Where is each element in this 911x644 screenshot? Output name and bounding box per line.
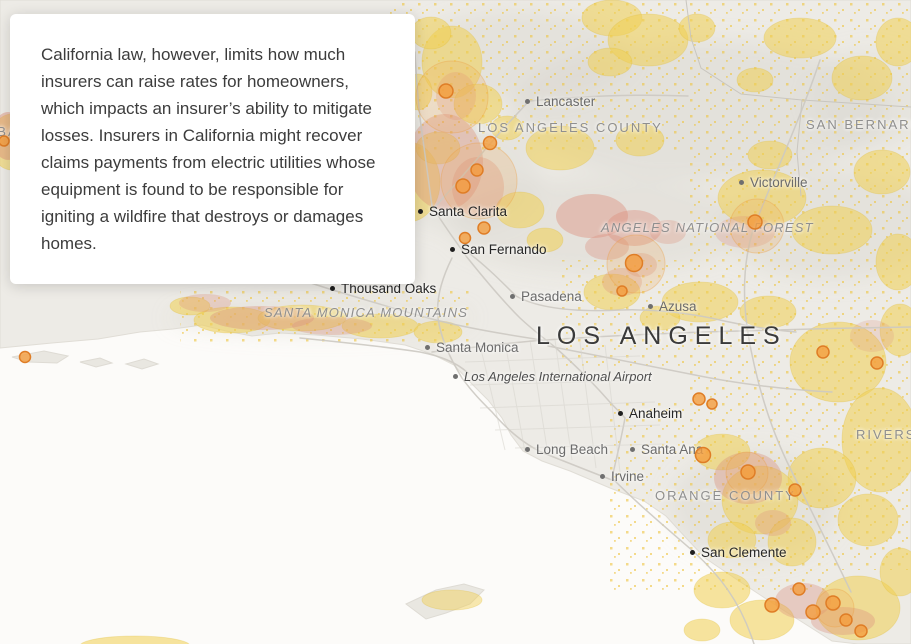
fire-incident-marker [458, 231, 472, 245]
city-label-anaheim: Anaheim [618, 406, 682, 421]
city-label-lancaster: Lancaster [525, 94, 595, 109]
fire-incident-marker [747, 214, 763, 230]
city-dot [600, 474, 605, 479]
city-label-irvine: Irvine [600, 469, 644, 484]
fire-incident-marker [477, 221, 491, 235]
fire-incident-marker [788, 483, 802, 497]
county-label-orange: ORANGE COUNTY [655, 488, 796, 503]
poi-dot [453, 374, 458, 379]
city-label-san-clemente: San Clemente [690, 545, 787, 560]
fire-incident-marker [764, 597, 780, 613]
fire-incident-marker [792, 582, 806, 596]
city-dot [630, 447, 635, 452]
fire-incident-marker [692, 392, 706, 406]
city-dot [618, 411, 623, 416]
fire-incident-marker [624, 253, 644, 273]
county-boundaries [685, 0, 911, 197]
city-dot [739, 180, 744, 185]
fire-incident-marker [825, 595, 841, 611]
fire-incident-marker [805, 604, 821, 620]
fire-incident-marker [816, 345, 830, 359]
fire-incident-marker [455, 178, 471, 194]
story-text: California law, however, limits how much… [41, 45, 376, 253]
fire-incident-marker [706, 398, 718, 410]
county-label-los-angeles: LOS ANGELES COUNTY [478, 120, 663, 135]
city-label-long-beach: Long Beach [525, 442, 608, 457]
city-label-victorville: Victorville [739, 175, 808, 190]
fire-incident-marker [854, 624, 868, 638]
city-dot [690, 550, 695, 555]
city-label-san-fernando: San Fernando [450, 242, 547, 257]
city-dot [425, 345, 430, 350]
fire-incident-marker [616, 285, 628, 297]
fire-incident-marker [740, 464, 756, 480]
county-label-san-bernardino: SAN BERNARDINO [806, 117, 911, 132]
nature-label-santa-monica-mountains: SANTA MONICA MOUNTAINS [264, 305, 469, 320]
islands [11, 350, 485, 620]
city-label-pasadena: Pasadena [510, 289, 582, 304]
fire-incident-marker [870, 356, 884, 370]
fire-incident-marker [839, 613, 853, 627]
fire-incident-marker [482, 135, 498, 151]
city-dot [418, 209, 423, 214]
fire-incident-marker [438, 83, 454, 99]
street-grid [464, 339, 666, 473]
fire-incident-marker [694, 446, 712, 464]
city-dot [525, 99, 530, 104]
city-dot [450, 247, 455, 252]
city-dot [330, 286, 335, 291]
city-dot [648, 304, 653, 309]
big-city-label-los-angeles: LOS ANGELES [536, 322, 787, 350]
city-label-santa-monica: Santa Monica [425, 340, 519, 355]
county-label-riverside: RIVERSIDE [856, 427, 911, 442]
nature-label-angeles-national-forest: ANGELES NATIONAL FOREST [601, 220, 814, 235]
fire-incident-marker [470, 163, 484, 177]
city-label-santa-ana: Santa Ana [630, 442, 703, 457]
poi-label-lax: Los Angeles International Airport [453, 369, 652, 384]
fire-incident-marker [18, 350, 32, 364]
story-card: California law, however, limits how much… [10, 14, 415, 284]
city-label-azusa: Azusa [648, 299, 697, 314]
city-dot [510, 294, 515, 299]
city-dot [525, 447, 530, 452]
city-label-santa-clarita: Santa Clarita [418, 204, 507, 219]
fire-incident-marker [0, 135, 10, 147]
